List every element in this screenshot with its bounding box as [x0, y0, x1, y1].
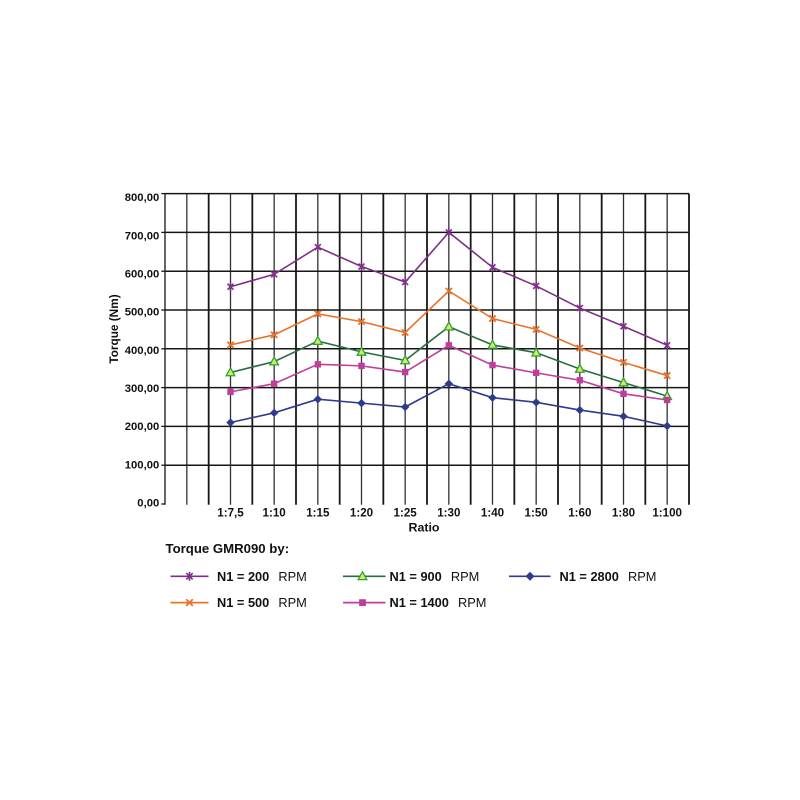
svg-text:1:20: 1:20 — [350, 507, 373, 520]
svg-text:500,00: 500,00 — [125, 307, 160, 319]
svg-text:1:7,5: 1:7,5 — [217, 507, 244, 520]
svg-text:N1 = 200 RPM: N1 = 200 RPM — [217, 569, 307, 584]
svg-text:Torque GMR090 by:: Torque GMR090 by: — [166, 541, 290, 556]
svg-text:1:10: 1:10 — [263, 507, 286, 520]
svg-text:200,00: 200,00 — [125, 421, 160, 433]
svg-text:100,00: 100,00 — [125, 459, 160, 471]
svg-text:600,00: 600,00 — [125, 268, 160, 280]
svg-text:1:40: 1:40 — [481, 507, 504, 520]
svg-text:N1 = 900 RPM: N1 = 900 RPM — [390, 569, 480, 584]
svg-text:0,00: 0,00 — [137, 498, 159, 510]
svg-text:N1 = 2800 RPM: N1 = 2800 RPM — [560, 569, 657, 584]
svg-text:N1 = 1400 RPM: N1 = 1400 RPM — [390, 595, 487, 610]
svg-text:1:100: 1:100 — [652, 507, 682, 520]
svg-text:Ratio: Ratio — [409, 521, 440, 535]
svg-text:700,00: 700,00 — [125, 230, 160, 242]
svg-text:800,00: 800,00 — [125, 192, 160, 204]
svg-text:1:25: 1:25 — [394, 507, 418, 520]
svg-text:1:50: 1:50 — [525, 507, 548, 520]
svg-text:1:15: 1:15 — [306, 507, 330, 520]
svg-text:400,00: 400,00 — [125, 345, 160, 357]
svg-text:1:60: 1:60 — [568, 507, 591, 520]
svg-text:N1 = 500 RPM: N1 = 500 RPM — [217, 595, 307, 610]
svg-text:1:30: 1:30 — [437, 507, 460, 520]
svg-text:Torque (Nm): Torque (Nm) — [107, 294, 121, 363]
svg-text:1:80: 1:80 — [612, 507, 635, 520]
svg-text:300,00: 300,00 — [125, 383, 160, 395]
